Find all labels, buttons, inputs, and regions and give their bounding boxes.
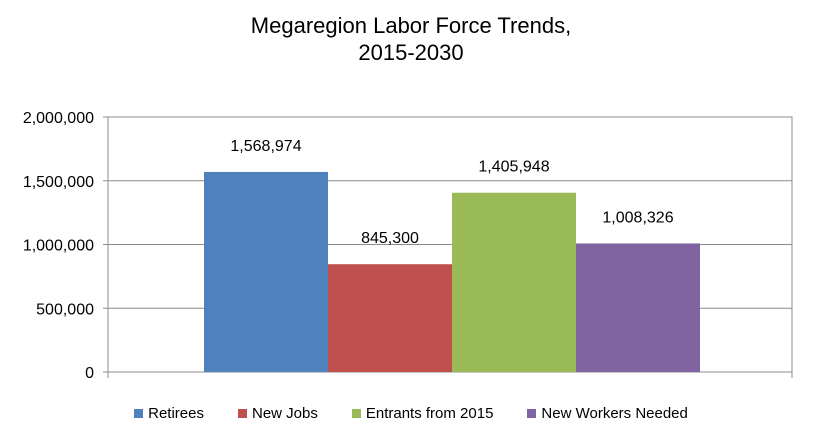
legend-item-retirees: Retirees <box>134 405 204 422</box>
legend-swatch-entrants <box>351 409 361 418</box>
bar-1 <box>328 264 452 372</box>
plot-area: 0 500,000 1,000,000 1,500,000 2,000,000 1,568… <box>23 110 793 382</box>
legend-swatch-retirees <box>134 409 144 418</box>
y-tick-label: 0 <box>85 365 94 382</box>
legend-label-retirees: Retirees <box>148 405 204 422</box>
bar-0 <box>204 171 328 372</box>
bar-3 <box>576 243 700 372</box>
y-tick-label: 1,000,000 <box>23 238 94 255</box>
bar-2 <box>452 192 576 372</box>
data-label-3: 1,008,326 <box>602 209 673 226</box>
y-tick-label: 1,500,000 <box>23 174 94 191</box>
legend-label-new-workers-needed: New Workers Needed <box>541 405 688 422</box>
legend-swatch-new-workers-needed <box>527 409 537 418</box>
legend-item-new-jobs: New Jobs <box>237 405 318 422</box>
y-tick-label: 500,000 <box>36 301 94 318</box>
legend: Retirees New Jobs Entrants from 2015 New… <box>0 405 822 422</box>
chart-title-line-2: 2015-2030 <box>358 40 464 65</box>
data-label-1: 845,300 <box>361 230 419 247</box>
legend-item-entrants: Entrants from 2015 <box>351 405 494 422</box>
legend-label-new-jobs: New Jobs <box>251 405 318 422</box>
data-label-2: 1,405,948 <box>478 159 549 176</box>
data-label-0: 1,568,974 <box>230 138 301 155</box>
y-tick-label: 2,000,000 <box>23 110 94 127</box>
legend-swatch-new-jobs <box>237 409 247 418</box>
legend-item-new-workers-needed: New Workers Needed <box>527 405 688 422</box>
chart-title: Megaregion Labor Force Trends, 2015-2030 <box>0 12 822 66</box>
chart-title-line-1: Megaregion Labor Force Trends, <box>250 13 572 38</box>
legend-label-entrants: Entrants from 2015 <box>365 405 494 422</box>
